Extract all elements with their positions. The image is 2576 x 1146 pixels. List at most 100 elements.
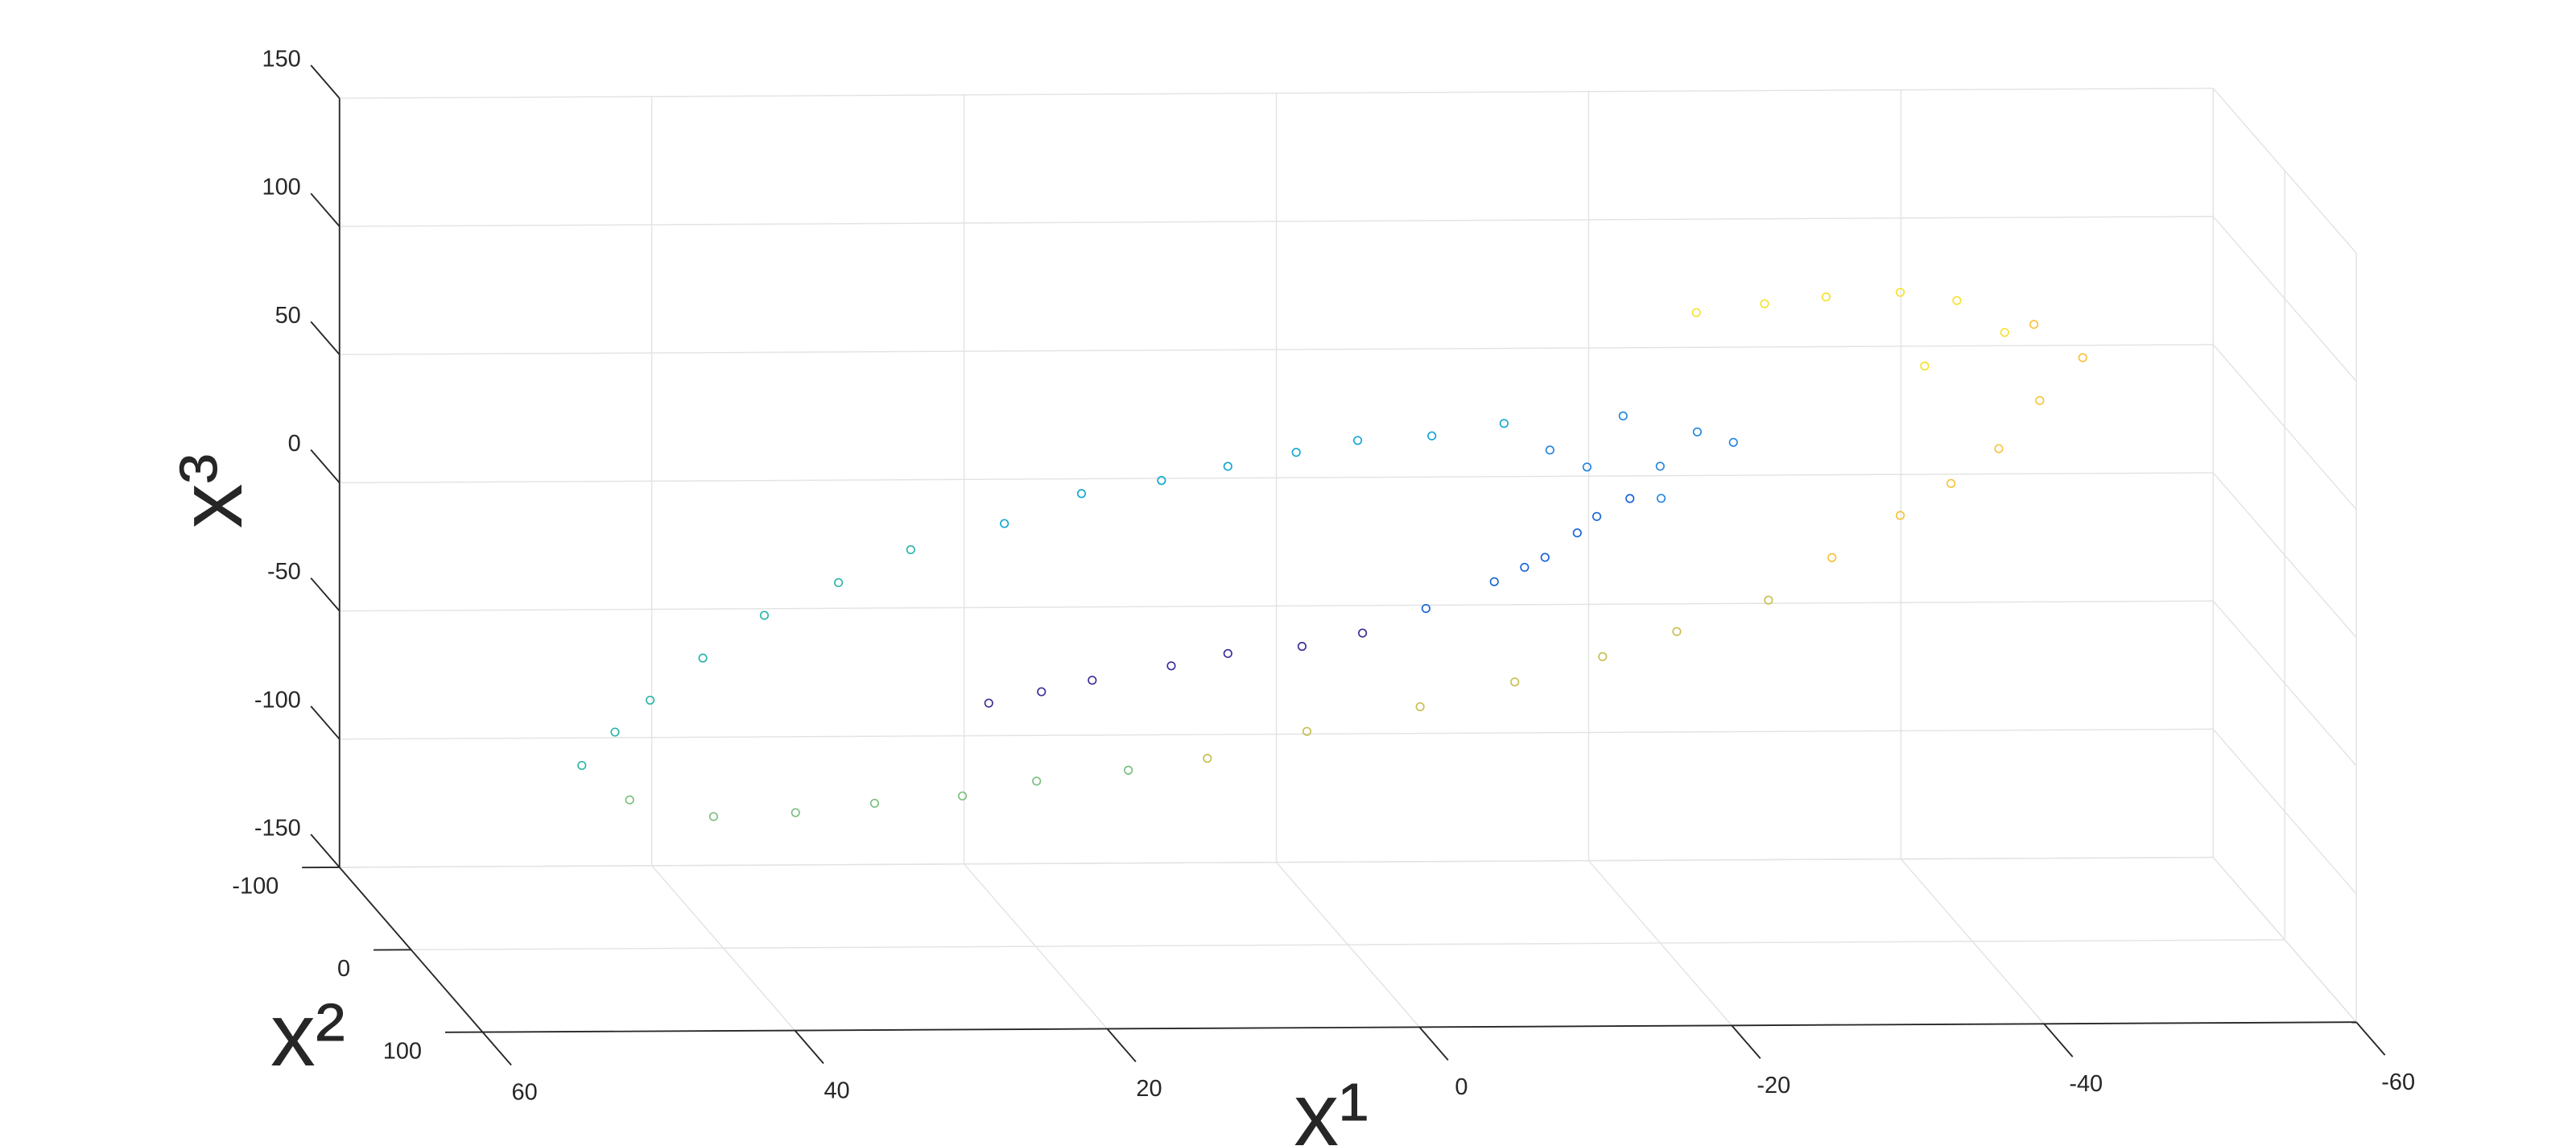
scatter-point: [1582, 462, 1592, 472]
x-tick-label: 20: [1136, 1076, 1162, 1102]
z-tick-label: 50: [275, 303, 301, 329]
scatter-point: [1415, 701, 1425, 712]
z-axis-label: x³: [160, 453, 261, 528]
scatter-point: [834, 577, 844, 588]
scatter-point: [1223, 461, 1232, 471]
z-tick: [310, 321, 341, 355]
x-tick-label: -40: [2069, 1071, 2103, 1097]
grid-line: [339, 344, 2214, 356]
x-tick: [1418, 1026, 1449, 1061]
scatter-point: [1540, 552, 1550, 562]
scatter-point: [1297, 642, 1307, 652]
grid-line: [2212, 728, 2357, 895]
scatter-point: [2035, 395, 2045, 405]
scatter-point: [1994, 444, 2004, 453]
grid-line: [339, 216, 2214, 227]
y-tick-label: -100: [232, 874, 279, 900]
z-tick: [310, 449, 341, 484]
x-tick-label: -60: [2381, 1069, 2415, 1095]
scatter-point: [869, 798, 880, 809]
scatter-point: [1157, 476, 1166, 486]
x-tick: [1731, 1024, 1761, 1059]
x-tick: [794, 1029, 824, 1065]
z-tick-label: 150: [262, 46, 301, 72]
z-tick-label: 100: [262, 175, 301, 201]
x-tick: [481, 1031, 512, 1066]
scatter-point: [1545, 445, 1554, 455]
scatter-point: [1655, 461, 1665, 471]
scatter-point: [791, 808, 800, 817]
scatter-point: [759, 610, 770, 620]
scatter-point: [1672, 627, 1682, 636]
scatter-point: [1352, 436, 1363, 445]
scatter-point: [1920, 361, 1930, 371]
point-layer: [577, 288, 2087, 821]
y-tick-label: 100: [383, 1038, 422, 1064]
scatter-point: [1691, 308, 1701, 317]
scatter-point: [1952, 296, 1962, 305]
scatter-point: [1124, 765, 1133, 775]
x-tick-label: 40: [824, 1078, 849, 1103]
scatter-point: [1037, 687, 1046, 697]
x-tick-label: 0: [1455, 1074, 1468, 1100]
scatter-point: [1088, 676, 1097, 685]
x-tick-label: 60: [512, 1079, 538, 1105]
scatter-point: [1895, 511, 1905, 520]
scatter-point: [698, 653, 708, 663]
x-tick-label: -20: [1757, 1073, 1790, 1098]
grid-line: [339, 600, 2214, 612]
grid-line: [2212, 344, 2357, 511]
axis-layer: -60 -40 -20 0 20 40 60 -100 0 100 -150 -100 -50 0 50 10…: [232, 46, 2415, 1105]
y-tick-label: 0: [337, 956, 350, 982]
scatter-point: [1203, 754, 1212, 763]
scatter-point: [1076, 489, 1087, 499]
z-tick: [310, 192, 341, 227]
z-tick: [310, 64, 341, 99]
scatter-point: [984, 698, 993, 708]
grid-line: [2212, 472, 2357, 639]
scatter-point: [2078, 353, 2087, 362]
scatter-point: [2000, 328, 2009, 337]
x-tick: [2043, 1023, 2074, 1057]
grid-line: [2212, 216, 2357, 382]
scatter-point: [1946, 478, 1956, 488]
grid-line: [411, 939, 2285, 951]
scatter-point: [1427, 431, 1437, 441]
scatter-point: [646, 695, 655, 705]
scatter-point: [1692, 427, 1702, 436]
scatter-point: [906, 544, 915, 555]
scatter-point: [957, 791, 968, 801]
scatter-point: [1166, 661, 1176, 671]
scatter-point: [1572, 528, 1582, 538]
scatter-point: [1510, 677, 1520, 687]
scatter-point: [1895, 288, 1905, 297]
x-tick: [1106, 1028, 1137, 1063]
scatter-point: [1000, 519, 1009, 528]
scatter-point: [1302, 726, 1312, 736]
scatter-point: [1591, 511, 1602, 521]
grid-line: [339, 472, 2214, 484]
z-tick-label: 0: [288, 431, 301, 457]
grid-line: [339, 87, 2214, 99]
scatter-point: [1827, 552, 1837, 562]
grid-line: [339, 856, 2214, 868]
scatter-point: [1421, 603, 1430, 614]
scatter-point: [1598, 652, 1608, 661]
z-tick-label: -150: [254, 815, 301, 841]
scatter-point: [1358, 628, 1368, 638]
scatter-point: [1618, 411, 1628, 421]
scatter-point: [1656, 494, 1666, 503]
scatter-point: [1291, 448, 1301, 457]
scatter-point: [1821, 292, 1831, 302]
scatter-point: [1223, 648, 1232, 659]
z-tick-label: -50: [267, 559, 301, 585]
grid-line: [339, 728, 2214, 740]
scatter-point: [1489, 577, 1499, 586]
scatter-point: [625, 795, 634, 805]
z-tick: [310, 834, 341, 868]
scatter-point: [708, 812, 719, 821]
grid-line: [2212, 600, 2357, 767]
x-tick: [2355, 1021, 2386, 1056]
